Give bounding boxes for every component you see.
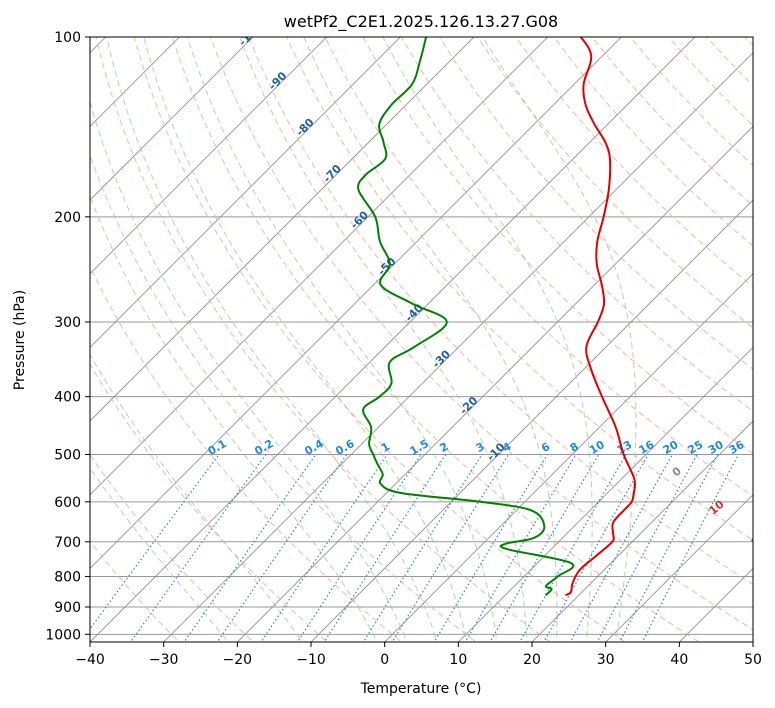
profile-series [357, 37, 637, 597]
mixing-ratio-line [464, 454, 577, 642]
mixing-ratio-line [323, 454, 447, 642]
x-tick-label: 20 [523, 652, 541, 668]
dry-adiabat-line [90, 363, 329, 642]
y-tick-label: 1000 [45, 627, 81, 643]
mixing-ratio-line [183, 454, 317, 642]
y-tick-label: 300 [54, 315, 81, 331]
isotherm-line [90, 37, 475, 422]
dewpoint-profile-line [357, 37, 575, 596]
mixing-ratio-line [129, 454, 267, 642]
x-tick-label: −30 [149, 652, 179, 668]
isotherm-line [90, 37, 180, 127]
isotherm-line [90, 37, 328, 275]
dry-adiabat-line [90, 265, 403, 642]
x-tick-label: 10 [449, 652, 467, 668]
x-tick-label: −10 [296, 652, 326, 668]
y-tick-label: 400 [54, 390, 81, 406]
background-lines [90, 37, 753, 642]
x-tick-label: 40 [670, 652, 688, 668]
y-tick-label: 600 [54, 495, 81, 511]
mixing-ratio-line [260, 454, 388, 642]
mixing-ratio-line [90, 454, 220, 630]
chart-title: wetPf2_C2E1.2025.126.13.27.G08 [284, 12, 558, 32]
x-tick-label: 30 [597, 652, 615, 668]
moist-adiabat-line [382, 37, 593, 642]
isotherm-line [531, 420, 753, 642]
x-axis-title: Temperature (°C) [360, 681, 482, 697]
moist-adiabat-line [90, 467, 229, 642]
dry-adiabat-line [90, 453, 254, 642]
moist-adiabat-line [303, 37, 558, 642]
mixing-ratio-line [296, 454, 422, 642]
temperature-profile-line [565, 37, 637, 597]
mixing-ratio-line [619, 454, 719, 642]
plot-frame [89, 36, 754, 643]
dry-adiabat-line [95, 37, 552, 642]
y-tick-label: 200 [54, 210, 81, 226]
isotherm-line [163, 52, 753, 642]
isotherm-line [384, 273, 753, 642]
y-tick-label: 700 [54, 535, 81, 551]
x-tick-label: 0 [380, 652, 389, 668]
y-tick-label: 900 [54, 600, 81, 616]
mixing-ratio-line [391, 454, 510, 642]
moist-adiabat-line [187, 37, 498, 642]
isotherm-line [236, 125, 753, 642]
mixing-ratio-line [433, 454, 549, 642]
y-tick-label: 800 [54, 569, 81, 585]
moist-adiabat-line [482, 37, 637, 642]
isotherm-line [90, 37, 401, 348]
mixing-ratio-line [362, 454, 483, 642]
isotherm-line [605, 494, 753, 642]
isotherm-line [90, 37, 696, 642]
axes: −40 −30 −20 −10 0 10 20 30 40 50 100 200 300 400 500 60… [45, 30, 762, 668]
dry-adiabat-line [515, 37, 753, 288]
moist-adiabat-line [106, 37, 438, 642]
y-axis-title: Pressure (hPa) [12, 290, 28, 390]
dry-adiabat-line [210, 37, 753, 631]
dry-adiabat-line [133, 37, 626, 642]
x-tick-label: −20 [223, 652, 253, 668]
y-tick-label: 500 [54, 448, 81, 464]
dry-adiabat-line [286, 37, 753, 541]
mixing-ratio-line [569, 454, 673, 642]
dry-adiabat-line [171, 37, 700, 642]
isotherm-line [90, 37, 254, 201]
mixing-ratio-line [216, 454, 348, 642]
moist-adiabat-line [143, 37, 468, 642]
moist-adiabat-label: 20 [749, 529, 769, 549]
moist-adiabat-line [239, 37, 528, 642]
dry-adiabat-line [324, 37, 753, 498]
moist-adiabat-line [90, 99, 408, 642]
dry-adiabat-line [248, 37, 753, 586]
x-tick-label: −40 [75, 652, 105, 668]
isotherm-line [457, 346, 753, 642]
dry-adiabat-label: -100 [236, 20, 265, 49]
isotherm-line [90, 37, 622, 569]
moist-adiabat-line [90, 353, 304, 642]
mixing-ratio-line [596, 454, 698, 642]
x-tick-label: 50 [744, 652, 762, 668]
isotherm-line [310, 199, 753, 642]
y-tick-label: 100 [54, 30, 81, 46]
moist-adiabat-line [90, 195, 378, 642]
isotherm-line [90, 37, 549, 496]
